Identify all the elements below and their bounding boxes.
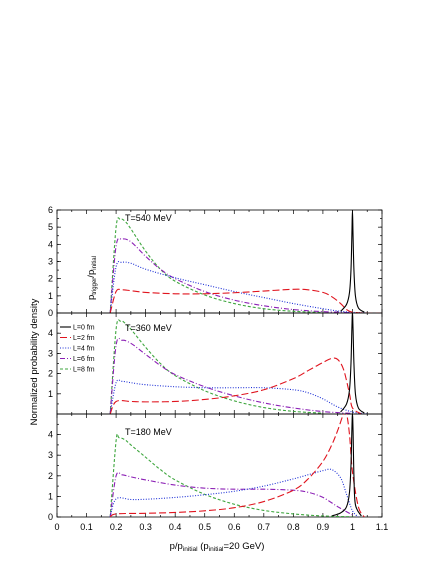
- legend-entry: L=4 fm: [60, 346, 95, 353]
- legend-label: L=2 fm: [73, 335, 95, 342]
- x-tick-label: 0.2: [110, 522, 123, 532]
- panel-bottom: 0 1 2 3 4 T=180 MeV: [48, 413, 383, 522]
- inset-y-label-sub-1: trigger: [92, 278, 98, 295]
- y-tick-label: 4: [48, 328, 53, 338]
- x-tick-label: 0.1: [80, 522, 93, 532]
- y-tick-label: 5: [48, 222, 53, 232]
- panel-temperature-label: T=540 MeV: [125, 213, 172, 223]
- series-line-l-0-fm: [340, 210, 365, 313]
- legend-entry: L=0 fm: [60, 325, 95, 332]
- series-line-l-0-fm: [331, 414, 362, 517]
- y-tick-label: 3: [48, 257, 53, 267]
- x-tick-label: 0.8: [287, 522, 300, 532]
- y-tick-label: 3: [48, 450, 53, 460]
- series-line-l-4-fm: [109, 261, 368, 313]
- x-axis-title: p/pinitial (pinitial=20 GeV): [170, 541, 265, 553]
- legend: L=0 fm L=2 fm L=4 fm L=6 fm L=8 fm: [60, 325, 95, 374]
- series-group: [109, 210, 382, 313]
- x-axis: 0 0.1 0.2 0.3 0.4 0.5 0.6 0.7 0.8 0.9 1 1.1: [54, 522, 388, 532]
- panel-middle: 1 2 3 4 T=360 MeV: [48, 312, 383, 415]
- y-tick-label: 1: [48, 491, 53, 501]
- inset-y-label-main-1: p: [86, 295, 97, 300]
- panel-temperature-label: T=360 MeV: [125, 323, 172, 333]
- legend-label: L=8 fm: [73, 367, 95, 374]
- x-axis-title-end: =20 GeV): [224, 541, 265, 552]
- panels: 0 1 2 3 4 5 6 T=540 MeV 1 2 3 4 T=360 MeV 0 1 2 3 4 T=180 …: [48, 205, 383, 522]
- series-line-l-2-fm: [109, 414, 365, 517]
- series-line-l-8-fm: [109, 433, 353, 517]
- y-tick-label: 4: [48, 239, 53, 249]
- y-tick-label: 1: [48, 291, 53, 301]
- x-tick-label: 1.1: [376, 522, 389, 532]
- legend-label: L=6 fm: [73, 356, 95, 363]
- x-axis-title-tail: (p: [198, 541, 209, 552]
- legend-label: L=0 fm: [73, 325, 95, 332]
- inset-y-label-main-2: /p: [86, 270, 97, 278]
- series-line-l-2-fm: [109, 357, 362, 414]
- legend-label: L=4 fm: [73, 346, 95, 353]
- y-tick-label: 3: [48, 348, 53, 358]
- y-tick-label: 0: [48, 512, 53, 522]
- x-tick-label: 0.7: [258, 522, 271, 532]
- series-line-l-6-fm: [109, 337, 353, 414]
- series-line-l-0-fm: [340, 313, 365, 414]
- x-tick-label: 0: [54, 522, 59, 532]
- series-group: [109, 414, 365, 517]
- series-line-l-6-fm: [109, 237, 353, 313]
- inset-y-label-sub-2: initial: [92, 256, 98, 270]
- x-tick-label: 0.5: [198, 522, 211, 532]
- y-tick-label: 2: [48, 274, 53, 284]
- y-tick-label: 2: [48, 369, 53, 379]
- panel-frame: [56, 413, 383, 518]
- panel-top: 0 1 2 3 4 5 6 T=540 MeV: [48, 205, 383, 318]
- x-axis-title-sub2: initial: [209, 546, 224, 553]
- inset-y-label: ptrigger/pinitial: [86, 256, 98, 300]
- legend-entry: L=2 fm: [60, 335, 95, 342]
- x-tick-label: 0.9: [317, 522, 330, 532]
- panel-temperature-label: T=180 MeV: [125, 427, 172, 437]
- y-tick-label: 2: [48, 471, 53, 481]
- x-tick-label: 0.3: [139, 522, 152, 532]
- x-tick-label: 0.6: [228, 522, 241, 532]
- x-axis-title-sub: initial: [183, 546, 198, 553]
- y-axis-title: Normalized probability density: [29, 298, 40, 425]
- y-tick-label: 4: [48, 430, 53, 440]
- series-line-l-8-fm: [109, 319, 323, 414]
- series-line-l-4-fm: [109, 468, 359, 517]
- x-tick-label: 1: [350, 522, 355, 532]
- series-line-l-4-fm: [109, 379, 368, 414]
- series-line-l-8-fm: [109, 217, 323, 313]
- panel-frame: [56, 312, 383, 415]
- series-line-l-2-fm: [109, 288, 382, 313]
- legend-entry: L=6 fm: [60, 356, 95, 363]
- x-axis-title-main: p/p: [170, 541, 183, 552]
- series-group: [109, 313, 368, 414]
- y-tick-label: 0: [48, 308, 53, 318]
- series-line-l-6-fm: [109, 471, 353, 517]
- y-tick-label: 6: [48, 205, 53, 215]
- y-tick-label: 1: [48, 389, 53, 399]
- legend-entry: L=8 fm: [60, 367, 95, 374]
- x-tick-label: 0.4: [169, 522, 182, 532]
